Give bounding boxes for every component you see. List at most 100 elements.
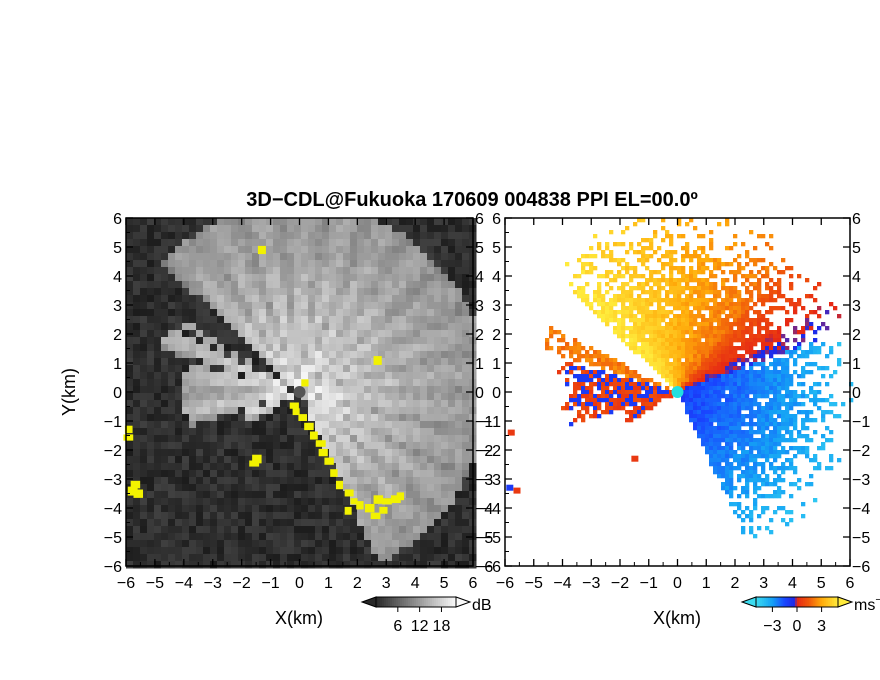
y-tick-label-right: 4	[475, 269, 484, 286]
velocity-cell	[613, 390, 618, 395]
reflectivity-cell	[280, 330, 288, 338]
velocity-cell	[725, 286, 730, 291]
velocity-cell	[701, 402, 706, 407]
velocity-cell	[745, 478, 750, 483]
reflectivity-cell	[343, 519, 351, 527]
reflectivity-cell	[238, 505, 246, 513]
velocity-cell	[769, 354, 774, 359]
reflectivity-cell	[196, 435, 204, 443]
reflectivity-cell	[280, 421, 288, 429]
velocity-cell	[653, 382, 658, 387]
reflectivity-cell	[329, 344, 337, 352]
reflectivity-cell	[182, 393, 190, 401]
velocity-cell	[713, 362, 718, 367]
velocity-cell	[673, 370, 678, 375]
velocity-cell	[737, 466, 742, 471]
velocity-cell	[785, 366, 790, 371]
velocity-cell	[709, 458, 714, 463]
reflectivity-cell	[448, 561, 456, 569]
velocity-cell	[697, 234, 702, 239]
reflectivity-cell	[336, 260, 344, 268]
velocity-cell	[693, 390, 698, 395]
reflectivity-cell	[168, 323, 176, 331]
reflectivity-cell	[126, 358, 134, 366]
reflectivity-cell	[133, 267, 141, 275]
velocity-cell	[769, 410, 774, 415]
velocity-cell	[565, 406, 570, 411]
reflectivity-cell	[252, 330, 260, 338]
reflectivity-cell	[182, 344, 190, 352]
colorbar-swatch	[408, 597, 411, 607]
reflectivity-cell	[392, 386, 400, 394]
velocity-cell	[681, 298, 686, 303]
reflectivity-cell	[441, 442, 449, 450]
velocity-cell	[717, 302, 722, 307]
reflectivity-cell	[224, 365, 232, 373]
velocity-cell	[589, 362, 594, 367]
velocity-cell	[653, 290, 658, 295]
reflectivity-cell	[161, 491, 169, 499]
reflectivity-cell	[280, 428, 288, 436]
velocity-cell	[769, 382, 774, 387]
velocity-cell	[737, 306, 742, 311]
velocity-cell	[697, 306, 702, 311]
velocity-cell	[697, 278, 702, 283]
reflectivity-cell	[252, 540, 260, 548]
velocity-cell	[737, 426, 742, 431]
velocity-cell	[597, 246, 602, 251]
velocity-cell	[601, 294, 606, 299]
velocity-cell	[757, 386, 762, 391]
velocity-cell	[745, 458, 750, 463]
reflectivity-cell	[448, 400, 456, 408]
velocity-cell	[681, 374, 686, 379]
velocity-cell	[673, 382, 678, 387]
velocity-cell	[593, 294, 598, 299]
reflectivity-cell	[210, 218, 218, 226]
velocity-cell	[705, 414, 710, 419]
reflectivity-cell	[210, 316, 218, 324]
velocity-cell	[645, 266, 650, 271]
velocity-cell	[801, 306, 806, 311]
reflectivity-cell	[462, 239, 470, 247]
velocity-cell	[665, 278, 670, 283]
reflectivity-cell	[168, 491, 176, 499]
reflectivity-cell	[462, 449, 470, 457]
reflectivity-cell	[434, 400, 442, 408]
reflectivity-cell	[287, 260, 295, 268]
reflectivity-cell	[329, 526, 337, 534]
velocity-cell	[761, 294, 766, 299]
velocity-cell	[633, 222, 638, 227]
velocity-cell	[633, 298, 638, 303]
reflectivity-cell	[140, 505, 148, 513]
reflectivity-cell	[462, 456, 470, 464]
velocity-cell	[645, 322, 650, 327]
velocity-cell	[661, 278, 666, 283]
velocity-cell	[713, 282, 718, 287]
reflectivity-cell	[259, 449, 267, 457]
velocity-cell	[745, 382, 750, 387]
velocity-cell	[637, 318, 642, 323]
reflectivity-cell	[196, 288, 204, 296]
reflectivity-cell	[315, 288, 323, 296]
reflectivity-cell	[406, 400, 414, 408]
reflectivity-cell	[161, 414, 169, 422]
reflectivity-cell	[210, 365, 218, 373]
velocity-cell	[653, 394, 658, 399]
velocity-cell	[729, 442, 734, 447]
velocity-cell	[753, 482, 758, 487]
reflectivity-cell	[126, 372, 134, 380]
reflectivity-cell	[147, 330, 155, 338]
reflectivity-cell	[462, 316, 470, 324]
velocity-cell	[617, 242, 622, 247]
velocity-cell	[769, 430, 774, 435]
reflectivity-cell	[322, 547, 330, 555]
reflectivity-cell	[343, 225, 351, 233]
reflectivity-cell	[385, 470, 393, 478]
velocity-cell	[801, 374, 806, 379]
velocity-cell	[629, 386, 634, 391]
velocity-cell	[761, 298, 766, 303]
velocity-cell	[721, 390, 726, 395]
reflectivity-cell	[350, 442, 358, 450]
velocity-cell	[577, 294, 582, 299]
reflectivity-cell	[441, 316, 449, 324]
